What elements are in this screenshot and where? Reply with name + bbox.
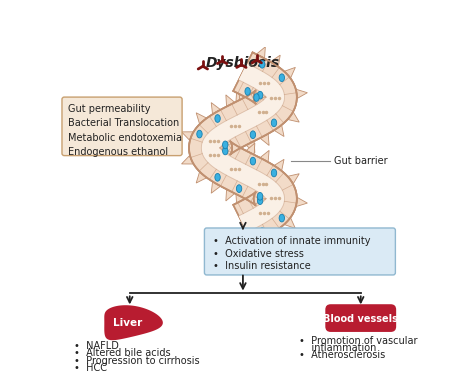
Polygon shape [196, 113, 207, 124]
Ellipse shape [237, 185, 242, 192]
FancyBboxPatch shape [62, 97, 182, 156]
Polygon shape [227, 133, 238, 145]
FancyBboxPatch shape [325, 304, 396, 332]
Polygon shape [196, 172, 207, 183]
Polygon shape [296, 197, 307, 207]
Ellipse shape [257, 197, 263, 205]
Text: Liver: Liver [113, 318, 142, 328]
Ellipse shape [223, 141, 228, 149]
Polygon shape [189, 53, 297, 243]
Polygon shape [234, 147, 243, 159]
Ellipse shape [223, 147, 228, 155]
Ellipse shape [257, 192, 263, 200]
Text: •  Progression to cirrhosis: • Progression to cirrhosis [74, 356, 200, 366]
Text: •  Atherosclerosis: • Atherosclerosis [299, 350, 385, 360]
Text: •  Activation of innate immunity: • Activation of innate immunity [213, 236, 370, 247]
Ellipse shape [250, 157, 255, 165]
Polygon shape [104, 305, 163, 340]
Text: •  NAFLD: • NAFLD [74, 341, 119, 351]
Polygon shape [260, 134, 269, 145]
Text: Dysbiosis: Dysbiosis [206, 56, 280, 69]
Polygon shape [201, 64, 284, 232]
FancyBboxPatch shape [204, 228, 395, 275]
Polygon shape [246, 141, 255, 153]
Polygon shape [246, 143, 255, 155]
Ellipse shape [260, 228, 265, 235]
Ellipse shape [257, 91, 263, 99]
Polygon shape [271, 55, 280, 67]
Polygon shape [288, 112, 299, 122]
Text: Gut barrier: Gut barrier [334, 156, 387, 166]
Ellipse shape [215, 174, 220, 181]
Polygon shape [296, 89, 307, 98]
Ellipse shape [197, 130, 202, 138]
Polygon shape [256, 47, 265, 58]
Ellipse shape [279, 74, 284, 82]
Polygon shape [236, 93, 245, 104]
Polygon shape [260, 151, 269, 162]
Ellipse shape [271, 169, 277, 177]
Ellipse shape [254, 94, 259, 102]
Polygon shape [247, 83, 257, 95]
Polygon shape [248, 185, 259, 195]
Polygon shape [226, 95, 235, 107]
Polygon shape [229, 149, 241, 157]
Polygon shape [271, 229, 280, 241]
Polygon shape [256, 237, 265, 249]
Polygon shape [284, 67, 295, 78]
Polygon shape [284, 218, 295, 229]
Ellipse shape [279, 214, 284, 222]
Polygon shape [246, 98, 255, 110]
Polygon shape [243, 94, 254, 103]
Polygon shape [226, 189, 235, 201]
Polygon shape [189, 53, 297, 243]
Polygon shape [246, 186, 255, 198]
Polygon shape [227, 151, 238, 162]
Polygon shape [211, 181, 220, 193]
Polygon shape [236, 192, 245, 203]
Polygon shape [247, 201, 257, 212]
Polygon shape [239, 196, 248, 207]
Polygon shape [239, 88, 248, 100]
Ellipse shape [245, 87, 250, 95]
Polygon shape [274, 125, 284, 136]
Polygon shape [247, 84, 258, 94]
Polygon shape [243, 193, 254, 202]
Text: Gut permeability
Bacterial Translocation
Metabolic endotoxemia
Endogenous ethano: Gut permeability Bacterial Translocation… [68, 104, 182, 157]
Polygon shape [229, 139, 241, 147]
Text: Blood vessels: Blood vessels [323, 314, 398, 324]
Ellipse shape [271, 119, 277, 127]
Ellipse shape [215, 114, 220, 122]
Polygon shape [288, 174, 299, 184]
Polygon shape [182, 132, 193, 140]
Polygon shape [182, 156, 193, 164]
Polygon shape [234, 137, 243, 149]
Polygon shape [201, 64, 284, 232]
Polygon shape [211, 103, 220, 114]
Text: •  Promotion of vascular: • Promotion of vascular [299, 336, 418, 346]
Ellipse shape [260, 60, 265, 68]
Text: inflammation: inflammation [299, 343, 376, 353]
Polygon shape [248, 101, 259, 111]
Text: •  Insulin resistance: • Insulin resistance [213, 261, 310, 271]
Polygon shape [274, 159, 284, 171]
Ellipse shape [250, 131, 255, 138]
Text: •  Altered bile acids: • Altered bile acids [74, 348, 171, 359]
Text: •  HCC: • HCC [74, 363, 107, 373]
Polygon shape [247, 201, 258, 212]
Text: •  Oxidative stress: • Oxidative stress [213, 249, 304, 259]
